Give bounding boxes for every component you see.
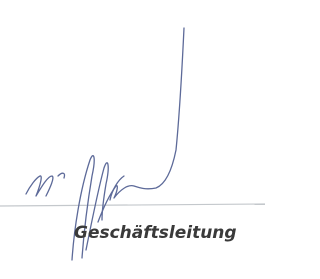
signature-line (0, 204, 265, 206)
signature-stroke (98, 28, 184, 222)
signature-stroke (58, 173, 65, 178)
caption: Geschäftsleitung (74, 223, 237, 243)
page: Geschäftsleitung (() => { const data = J… (0, 0, 265, 279)
signature-block: Geschäftsleitung (0, 0, 265, 279)
signature-stroke (72, 156, 94, 260)
signature-stroke (26, 176, 53, 196)
